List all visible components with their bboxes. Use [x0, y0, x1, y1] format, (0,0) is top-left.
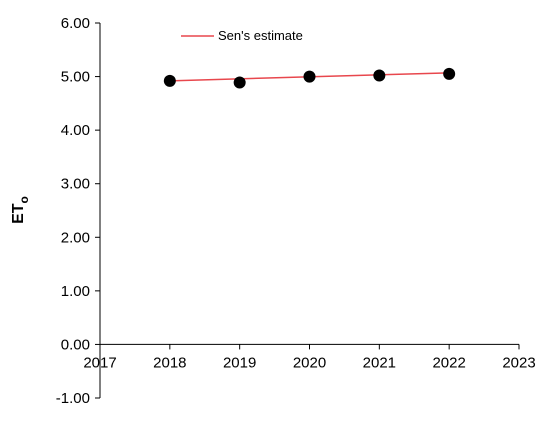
y-axis-title-main: ET [10, 203, 27, 224]
x-tick-label: 2019 [223, 354, 256, 371]
legend-label-sens-estimate: Sen's estimate [218, 28, 303, 43]
x-tick-label: 2020 [293, 354, 326, 371]
y-tick-label: -1.00 [56, 390, 90, 407]
y-tick-label: 0.00 [61, 336, 90, 353]
x-tick-label: 2022 [432, 354, 465, 371]
series [163, 67, 456, 89]
data-point [233, 76, 246, 89]
data-point [163, 74, 176, 87]
x-tick-label: 2023 [502, 354, 535, 371]
y-axis-ticks: -1.00 0.00 1.00 2.00 3.00 4.00 5.00 6.00 [56, 15, 100, 407]
y-tick-label: 4.00 [61, 122, 90, 139]
y-axis-title-subscript: o [17, 196, 31, 203]
y-tick-label: 3.00 [61, 176, 90, 193]
y-tick-label: 2.00 [61, 229, 90, 246]
x-tick-label: 2018 [153, 354, 186, 371]
legend: Sen's estimate [181, 28, 303, 43]
data-point [303, 70, 316, 83]
y-tick-label: 1.00 [61, 283, 90, 300]
data-point [443, 67, 456, 80]
data-point [373, 69, 386, 82]
x-axis-ticks: 2017 2018 2019 2020 2021 2022 2023 [83, 344, 536, 371]
x-tick-label: 2017 [83, 354, 116, 371]
x-tick-label: 2021 [363, 354, 396, 371]
svg-text:ETo: ETo [10, 196, 31, 224]
y-axis-title: ETo [10, 196, 31, 224]
y-tick-label: 6.00 [61, 15, 90, 32]
y-tick-label: 5.00 [61, 69, 90, 86]
